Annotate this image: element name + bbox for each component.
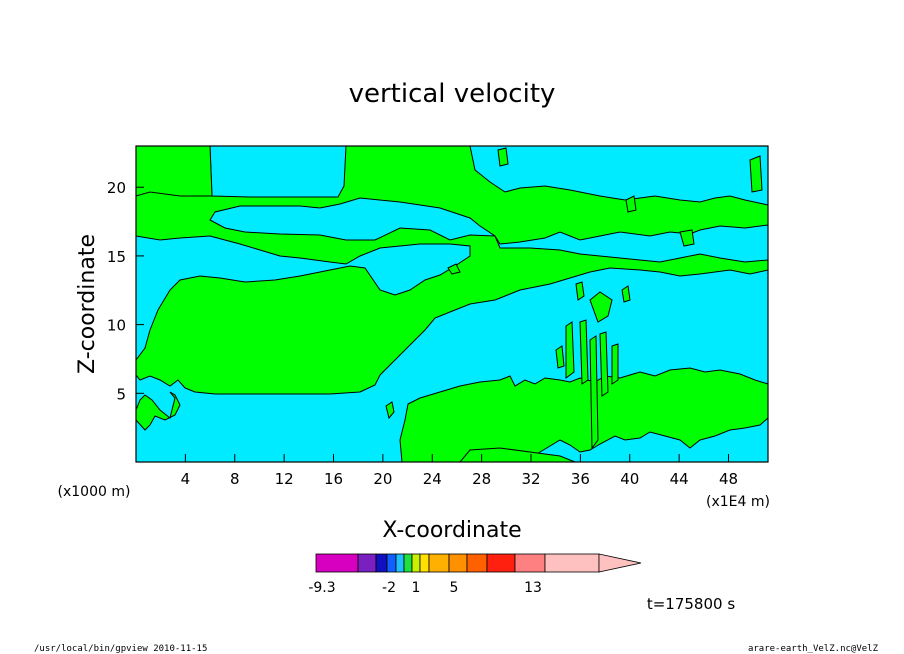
x-tick-label: 8 — [230, 470, 240, 488]
colorbar-extension — [598, 553, 642, 573]
spike-2 — [579, 319, 589, 385]
x-tick-label: 12 — [275, 470, 294, 488]
x-axis-label: X-coordinate — [382, 518, 521, 543]
colorbar-segment — [411, 553, 421, 573]
colorbar-tick-label: 13 — [524, 580, 542, 596]
footer-right: arare-earth_VelZ.nc@VelZ — [748, 644, 879, 654]
spike-3 — [589, 335, 599, 450]
blob-5 — [621, 285, 631, 303]
colorbar-segment — [544, 553, 600, 573]
x-tick-label: 16 — [324, 470, 343, 488]
colorbar-tick-label: 1 — [412, 580, 421, 596]
x-tick-label: 40 — [620, 470, 639, 488]
x-scale-label: (x1E4 m) — [706, 494, 770, 510]
y-tick-label: 15 — [107, 248, 126, 266]
colorbar-segment — [514, 553, 546, 573]
colorbar-segment — [357, 553, 377, 573]
x-tick-label: 32 — [521, 470, 540, 488]
colorbar-labels: -9.3 -2 1 5 13 — [308, 580, 542, 596]
x-tick-label: 48 — [719, 470, 738, 488]
colorbar-segment — [403, 553, 413, 573]
blob-6 — [679, 229, 695, 247]
colorbar-segment — [486, 553, 516, 573]
x-tick-label: 36 — [571, 470, 590, 488]
colorbar-segment — [419, 553, 430, 573]
spike-4 — [599, 331, 609, 397]
blob-8 — [497, 147, 509, 167]
x-unit-label: (x1000 m) — [58, 484, 131, 500]
colorbar-segment — [386, 553, 397, 573]
y-axis-label: Z-coordinate — [75, 234, 100, 374]
y-tick-label: 20 — [107, 179, 126, 197]
plot-frame — [135, 145, 769, 463]
x-tick-label: 44 — [670, 470, 689, 488]
x-tick-label: 20 — [373, 470, 392, 488]
bottom-right-region — [399, 367, 769, 463]
footer-left: /usr/local/bin/gpview 2010-11-15 — [34, 644, 207, 654]
colorbar-tick-label: -9.3 — [308, 580, 335, 596]
x-ticks: 4 8 12 16 20 24 28 32 36 40 44 48 — [181, 454, 738, 488]
blob-4 — [575, 281, 585, 301]
blob-2 — [447, 263, 461, 275]
y-ticks: 5 10 15 20 — [107, 179, 144, 403]
blob-9 — [749, 155, 763, 193]
colorbar-segment — [315, 553, 359, 573]
positive-velocity-regions — [135, 145, 769, 463]
colorbar-segment — [428, 553, 450, 573]
spike-1 — [565, 321, 575, 379]
x-tick-label: 24 — [423, 470, 442, 488]
colorbar — [315, 553, 642, 573]
x-tick-label: 28 — [472, 470, 491, 488]
colorbar-segment — [448, 553, 468, 573]
colorbar-segment — [395, 553, 405, 573]
x-tick-label: 4 — [181, 470, 191, 488]
chart-title: vertical velocity — [349, 79, 556, 109]
y-tick-label: 10 — [107, 317, 126, 335]
spike-5 — [611, 343, 619, 385]
time-label: t=175800 s — [647, 595, 735, 613]
colorbar-segment — [466, 553, 488, 573]
colorbar-tick-label: -2 — [382, 580, 396, 596]
upper-left-region — [135, 145, 213, 197]
colorbar-tick-label: 5 — [450, 580, 459, 596]
y-tick-label: 5 — [116, 385, 126, 403]
colorbar-segment — [375, 553, 388, 573]
spike-6 — [555, 345, 565, 369]
blob-1 — [385, 401, 395, 420]
blob-3 — [589, 291, 613, 323]
blob-7 — [625, 195, 637, 213]
